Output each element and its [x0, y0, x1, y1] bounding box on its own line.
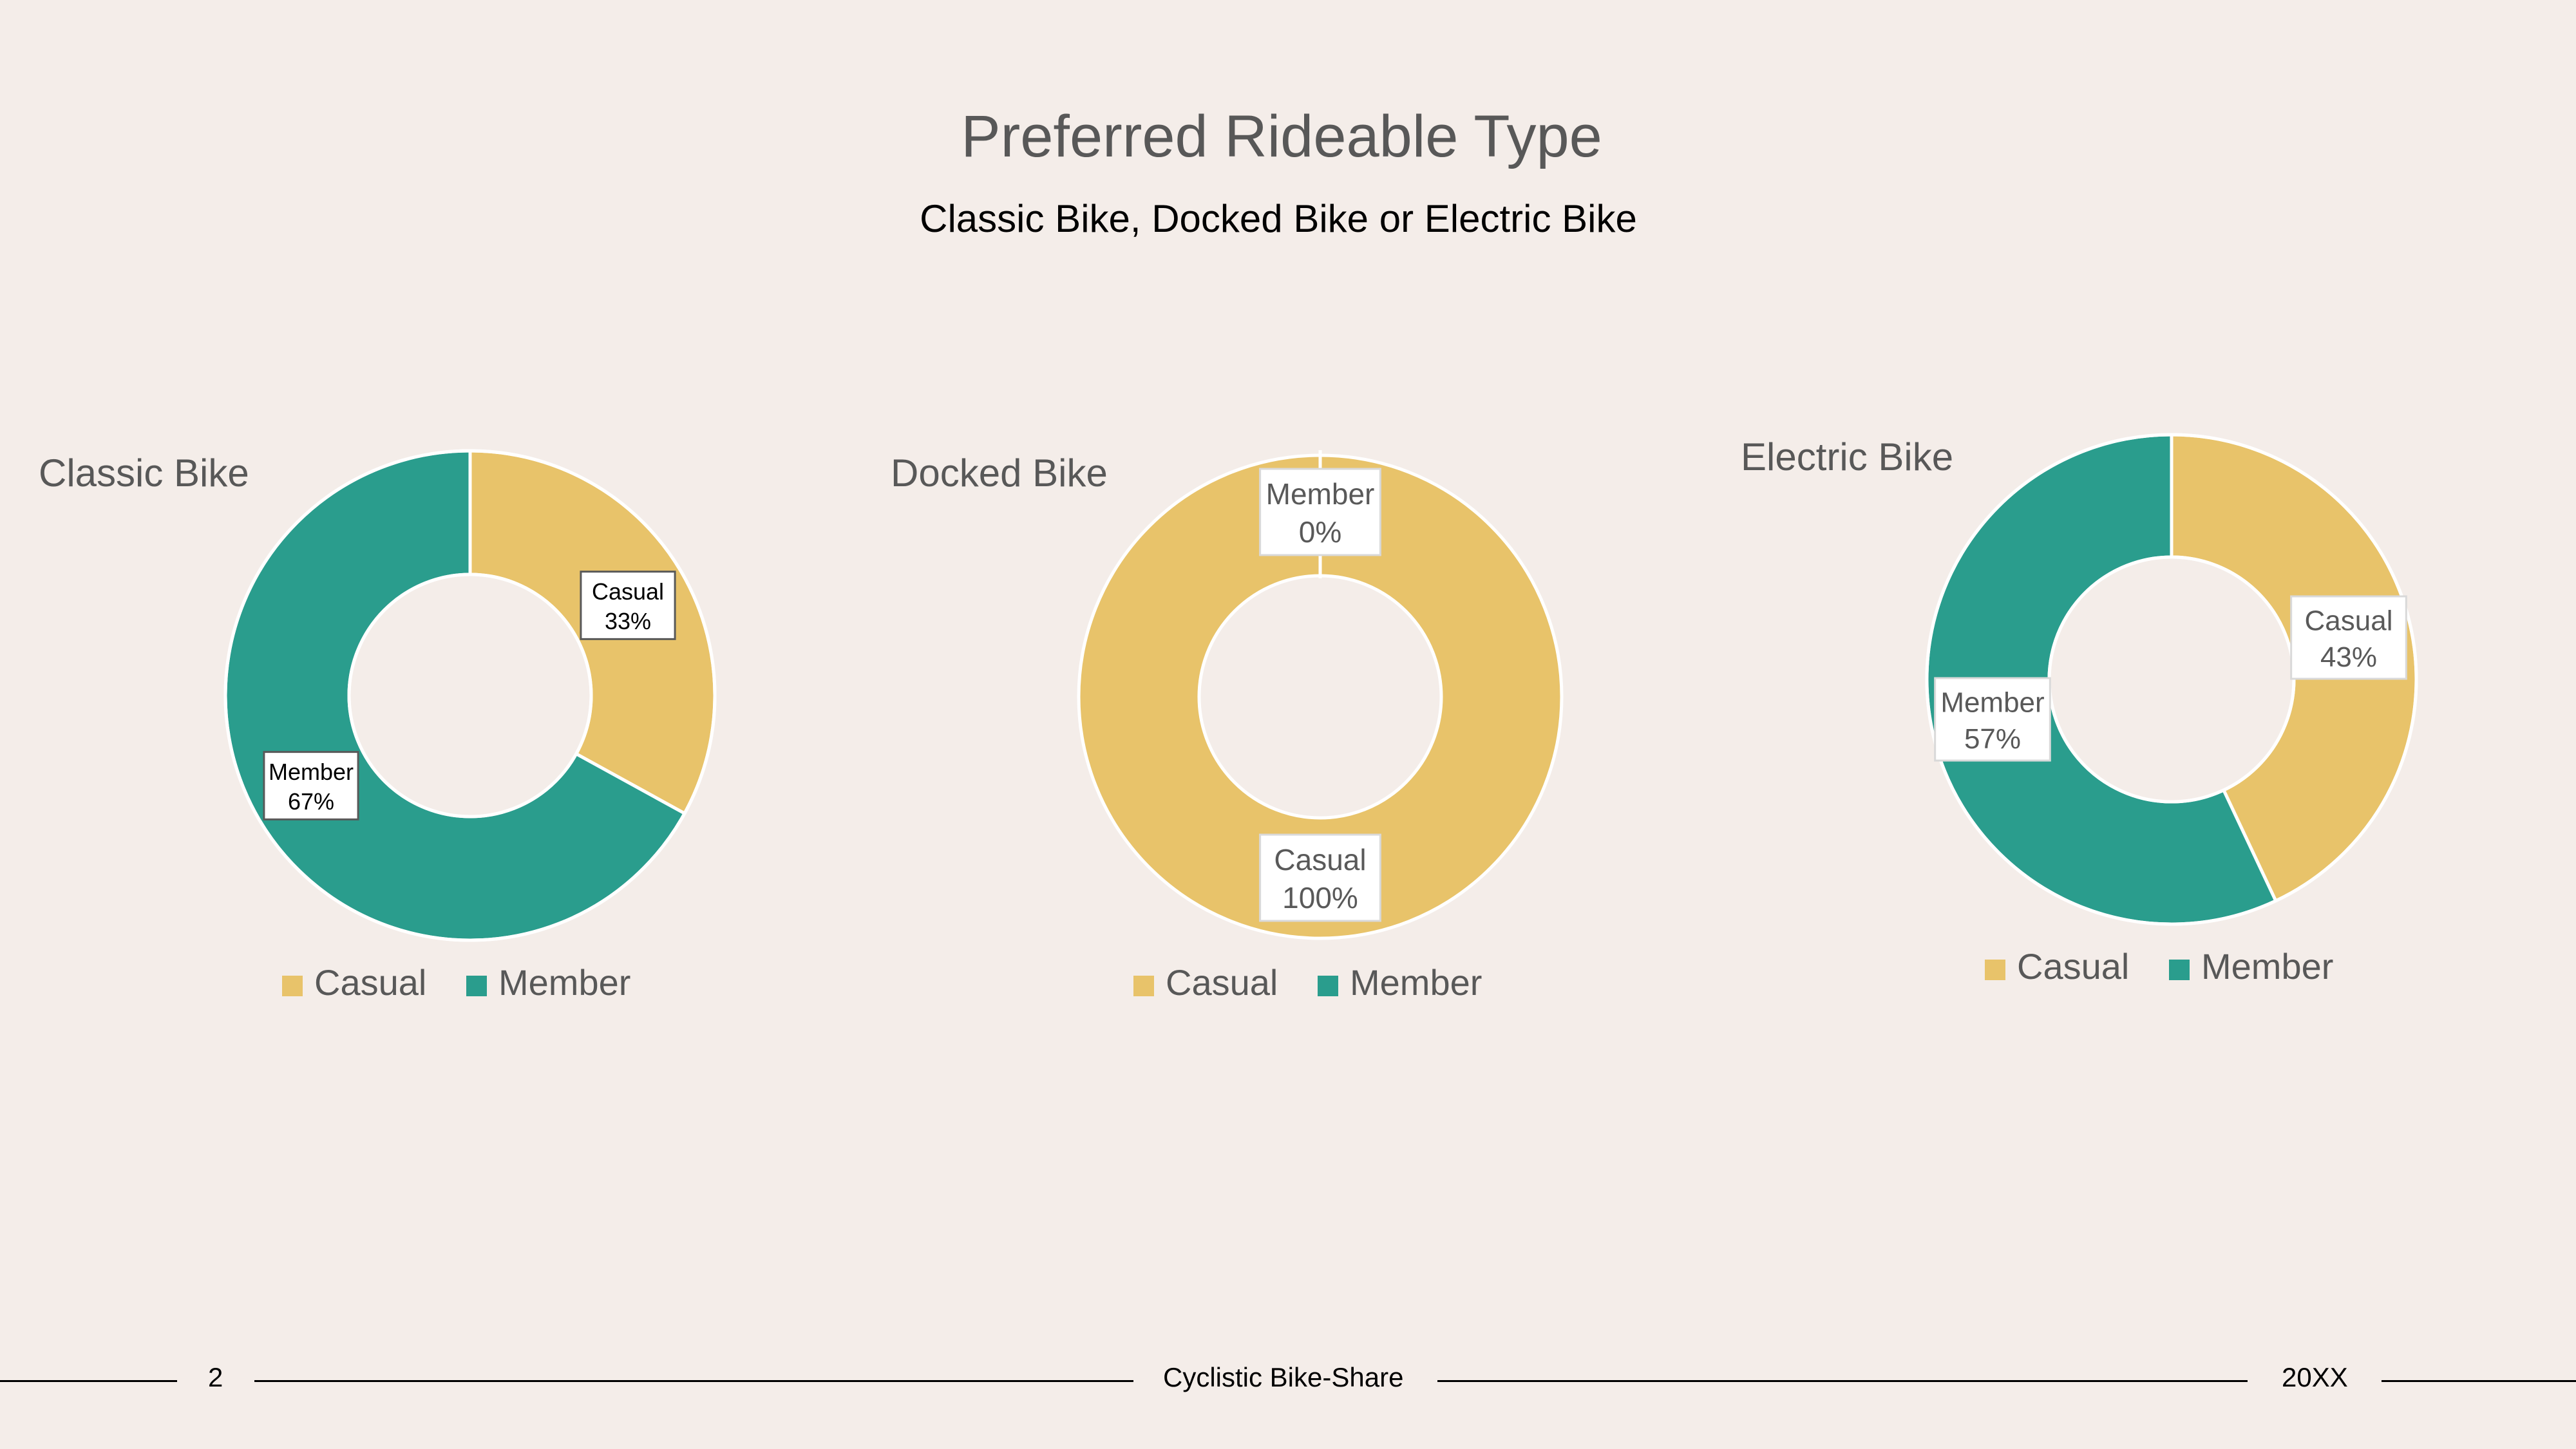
data-label-percent: 67% — [288, 788, 334, 815]
legend-swatch — [2169, 960, 2190, 980]
legend-label: Member — [1350, 962, 1482, 1003]
chart-title: Classic Bike — [39, 451, 249, 495]
data-label-member: Member 57% — [1934, 677, 2051, 762]
donut-chart-electric-bike: Electric Bike Casual 43% Member 57% Casual Mem… — [1741, 433, 2418, 987]
footer-line-far-right — [2382, 1380, 2576, 1382]
data-label-box — [263, 751, 359, 820]
legend-item-casual: Casual — [1985, 946, 2129, 987]
data-label-member: Member 67% — [263, 751, 359, 820]
footer-line-right — [1437, 1380, 2248, 1382]
slide-subtitle: Classic Bike, Docked Bike or Electric Bi… — [920, 197, 1637, 240]
data-label-box — [2290, 595, 2407, 680]
ring-outer-outline — [223, 449, 717, 942]
data-label-category: Member — [1940, 687, 2044, 719]
legend-swatch — [1985, 960, 2005, 980]
footer-year: 20XX — [2282, 1362, 2348, 1392]
data-label-percent: 100% — [1282, 881, 1358, 914]
data-label-category: Casual — [1274, 843, 1366, 876]
data-label-box — [580, 571, 676, 640]
data-label-category: Casual — [592, 578, 664, 605]
legend-item-casual: Casual — [282, 962, 426, 1003]
donut-chart-docked-bike: Docked Bike Casual 100% Member 0% Casual Membe… — [891, 450, 1564, 1003]
legend-item-member: Member — [2169, 946, 2333, 987]
slide-title: Preferred Rideable Type — [961, 104, 1602, 169]
footer-center-text: Cyclistic Bike-Share — [1163, 1362, 1404, 1392]
data-label-percent: 33% — [605, 608, 651, 634]
chart-title: Electric Bike — [1741, 435, 1953, 478]
data-label-casual: Casual 33% — [580, 571, 676, 640]
legend-item-member: Member — [1318, 962, 1482, 1003]
data-label-percent: 0% — [1299, 515, 1341, 549]
data-label-box — [1259, 468, 1381, 556]
legend-label: Casual — [314, 962, 426, 1003]
legend-swatch — [1318, 976, 1338, 996]
legend-label: Casual — [1166, 962, 1278, 1003]
data-label-member: Member 0% — [1259, 468, 1381, 556]
footer-page-number: 2 — [208, 1362, 223, 1392]
data-label-percent: 43% — [2320, 641, 2377, 673]
footer-line-middle — [254, 1380, 1133, 1382]
ring-outer-outline — [1925, 433, 2418, 926]
data-label-percent: 57% — [1964, 723, 2021, 755]
legend-item-member: Member — [466, 962, 630, 1003]
data-label-box — [1259, 833, 1381, 922]
legend-label: Member — [498, 962, 630, 1003]
footer-line-left — [0, 1380, 177, 1382]
chart-title: Docked Bike — [891, 451, 1108, 495]
data-label-category: Member — [1266, 477, 1375, 511]
ring-inner-outline — [1197, 574, 1443, 820]
ring-inner-outline — [347, 573, 593, 819]
data-label-category: Member — [269, 759, 354, 785]
data-label-box — [1934, 677, 2051, 762]
legend-label: Member — [2201, 946, 2333, 987]
donut-chart-classic-bike: Classic Bike Casual 33% Member 67% Casual Memb… — [39, 449, 717, 1003]
data-label-category: Casual — [2305, 605, 2393, 637]
legend-swatch — [1133, 976, 1154, 996]
data-label-casual: Casual 100% — [1259, 833, 1381, 922]
legend-swatch — [282, 976, 303, 996]
legend-swatch — [466, 976, 487, 996]
legend-item-casual: Casual — [1133, 962, 1278, 1003]
legend-label: Casual — [2017, 946, 2129, 987]
ring-inner-outline — [2047, 555, 2296, 804]
data-label-casual: Casual 43% — [2290, 595, 2407, 680]
